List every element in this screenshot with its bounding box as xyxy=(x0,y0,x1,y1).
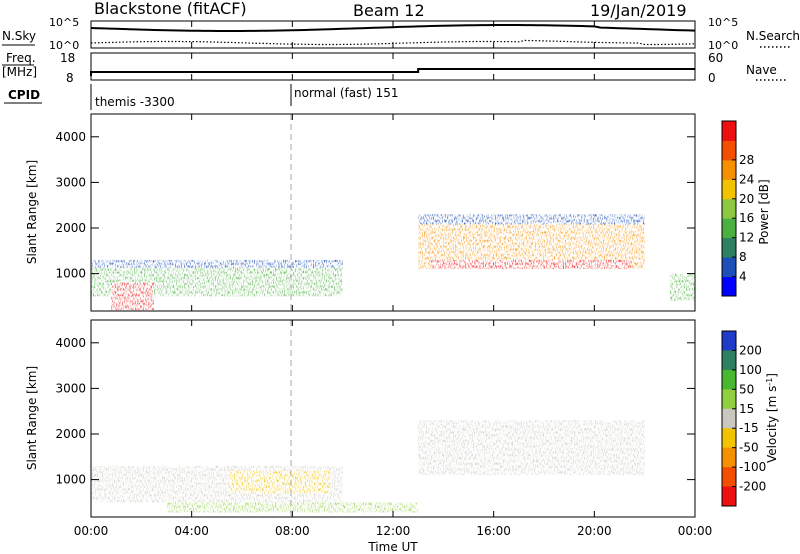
beam-title: Beam 12 xyxy=(353,1,425,20)
colorbar-tick-label: 4 xyxy=(739,270,747,284)
colorbar-tick-label: 28 xyxy=(739,153,754,167)
noise-search-label: N.Search xyxy=(746,29,800,43)
station-title: Blackstone (fitACF) xyxy=(94,0,247,18)
echo-region xyxy=(229,470,331,494)
y-tick-label: 1000 xyxy=(55,473,86,487)
y-tick-label: 3000 xyxy=(55,175,86,189)
nave-label: Nave xyxy=(746,63,777,77)
colorbar-tick-label: 16 xyxy=(739,211,754,225)
y-tick-label: 3000 xyxy=(55,381,86,395)
xaxis-label: Time UT xyxy=(367,540,418,554)
colorbar-swatch xyxy=(722,276,736,297)
freq-panel: Freq. [MHz] 18 8 60 0 Nave xyxy=(2,51,788,85)
freq-label: Freq. xyxy=(6,51,36,65)
x-tick-label: 08:00 xyxy=(275,524,310,538)
colorbar-swatch xyxy=(722,350,736,371)
colorbar-tick-label: 24 xyxy=(739,172,754,186)
nave-right-tick-top: 60 xyxy=(708,51,723,65)
colorbar-swatch xyxy=(722,257,736,278)
power-echo-layer xyxy=(91,214,695,311)
colorbar-tick-label: -100 xyxy=(739,460,766,474)
power-colorbar-label: Power [dB] xyxy=(757,179,771,244)
y-tick-label: 2000 xyxy=(55,221,86,235)
colorbar-swatch xyxy=(722,447,736,468)
colorbar-tick-label: -200 xyxy=(739,480,766,494)
cpid-program-2: normal (fast) 151 xyxy=(294,86,398,100)
x-tick-label: 00:00 xyxy=(74,524,109,538)
colorbar-tick-label: 12 xyxy=(739,231,754,245)
velocity-ylabel: Slant Range [km] xyxy=(25,366,39,470)
colorbar-tick-label: 15 xyxy=(739,402,754,416)
colorbar-swatch xyxy=(722,428,736,449)
echo-region xyxy=(418,420,645,476)
echo-fringe xyxy=(418,214,645,225)
colorbar-tick-label: 200 xyxy=(739,343,762,357)
velocity-y-ticks: 1000 2000 3000 4000 xyxy=(55,336,695,487)
freq-left-tick-top: 18 xyxy=(60,51,75,65)
x-tick-label: 04:00 xyxy=(174,524,209,538)
echo-near-range xyxy=(166,502,419,513)
velocity-colorbar-label: Velocity [m s-1] xyxy=(765,373,780,463)
x-tick-label: 16:00 xyxy=(476,524,511,538)
noise-left-tick-top: 10^5 xyxy=(49,16,79,29)
noise-right-tick-bottom: 10^0 xyxy=(708,39,738,52)
velocity-echo-layer xyxy=(91,420,645,513)
colorbar-swatch xyxy=(722,486,736,507)
noise-right-tick-top: 10^5 xyxy=(708,16,738,29)
y-tick-label: 2000 xyxy=(55,427,86,441)
cpid-program-1: themis -3300 xyxy=(95,95,175,109)
colorbar-swatch xyxy=(722,179,736,200)
colorbar-tick-label: 100 xyxy=(739,363,762,377)
colorbar-swatch xyxy=(722,237,736,258)
freq-unit-label: [MHz] xyxy=(2,65,37,79)
y-tick-label: 4000 xyxy=(55,130,86,144)
colorbar-swatch xyxy=(722,218,736,239)
echo-core xyxy=(430,259,633,269)
cpid-panel: CPID themis -3300 normal (fast) 151 xyxy=(4,84,398,110)
colorbar-swatch xyxy=(722,408,736,429)
noise-panel: N.Sky 10^5 10^0 10^5 10^0 N.Search xyxy=(2,16,800,52)
x-tick-label: 20:00 xyxy=(577,524,612,538)
colorbar-swatch xyxy=(722,121,736,141)
cpid-label: CPID xyxy=(8,88,40,102)
power-panel: 1000 2000 3000 4000 Slant Range [km] 4 8 12 16… xyxy=(25,113,771,312)
colorbar-frame xyxy=(721,330,737,507)
y-tick-label: 4000 xyxy=(55,336,86,350)
y-tick-label: 1000 xyxy=(55,267,86,281)
date-title: 19/Jan/2019 xyxy=(590,1,687,20)
colorbar-swatch xyxy=(722,389,736,410)
colorbar-tick-label: 8 xyxy=(739,250,747,264)
colorbar-frame xyxy=(721,120,737,297)
power-y-ticks: 1000 2000 3000 4000 xyxy=(55,130,695,281)
colorbar-swatch xyxy=(722,331,736,351)
nave-right-tick-bottom: 0 xyxy=(708,71,716,85)
echo-region xyxy=(669,273,695,301)
echo-fringe xyxy=(91,259,343,268)
colorbar-tick-label: 20 xyxy=(739,192,754,206)
frequency-line xyxy=(90,68,695,76)
freq-left-tick-bottom: 8 xyxy=(66,71,74,85)
colorbar-swatch xyxy=(722,467,736,488)
power-ylabel: Slant Range [km] xyxy=(25,160,39,264)
power-colorbar: 4 8 12 16 20 24 28 xyxy=(721,120,754,297)
colorbar-swatch xyxy=(722,369,736,390)
velocity-colorbar: 200 100 50 15 -15 -50 -100 -200 xyxy=(721,330,766,507)
colorbar-tick-label: 50 xyxy=(739,382,754,396)
colorbar-tick-label: -15 xyxy=(739,421,759,435)
colorbar-swatch xyxy=(722,140,736,161)
noise-sky-label: N.Sky xyxy=(2,29,36,43)
x-tick-label: 00:00 xyxy=(678,524,713,538)
velocity-panel: 1000 2000 3000 4000 Slant Range [km] 200 100… xyxy=(25,319,780,518)
colorbar-swatch xyxy=(722,159,736,180)
noise-left-tick-bottom: 10^0 xyxy=(49,39,79,52)
colorbar-tick-label: -50 xyxy=(739,441,759,455)
echo-region xyxy=(111,282,154,311)
x-tick-label: 12:00 xyxy=(376,524,411,538)
time-axis: 00:00 04:00 08:00 12:00 16:00 20:00 00:00 xyxy=(74,21,713,538)
colorbar-swatch xyxy=(722,198,736,219)
